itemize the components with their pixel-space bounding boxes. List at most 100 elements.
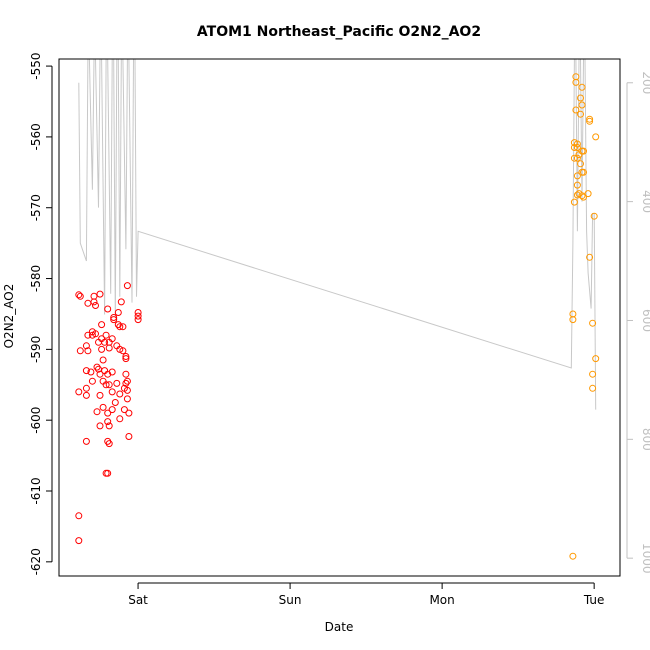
data-point	[84, 347, 92, 355]
data-point	[116, 415, 124, 423]
data-point	[84, 299, 92, 307]
secondary-y-axis: 200 400 600 800 1000	[626, 71, 650, 574]
x-axis-label: Date	[325, 620, 354, 634]
y-axis: -620 -610 -600 -590 -580 -570 -560 -550	[29, 52, 53, 575]
data-point	[76, 347, 84, 355]
data-point	[586, 253, 594, 261]
data-point	[578, 83, 586, 91]
data-point	[82, 342, 90, 350]
data-point	[577, 94, 584, 102]
y2-tick-label: 200	[640, 71, 650, 94]
data-point	[82, 384, 90, 392]
data-point	[108, 406, 116, 414]
data-point	[580, 147, 587, 155]
data-point	[590, 212, 598, 220]
data-point	[104, 469, 112, 477]
data-point	[589, 319, 597, 327]
data-point	[82, 391, 90, 399]
data-point	[76, 292, 84, 300]
y-tick-label: -580	[29, 265, 43, 292]
data-point	[96, 370, 104, 378]
y2-tick-label: 1000	[640, 543, 650, 574]
data-point	[104, 305, 112, 313]
y-axis-label: O2N2_AO2	[2, 284, 16, 349]
data-point	[108, 388, 116, 396]
data-point	[117, 298, 125, 306]
data-point	[92, 302, 99, 309]
data-point	[123, 395, 131, 403]
data-point	[573, 144, 581, 151]
data-point	[105, 440, 113, 448]
x-axis: Sat Sun Mon Tue	[128, 582, 604, 607]
data-point	[105, 381, 113, 389]
y-tick-label: -610	[29, 477, 43, 504]
data-point	[104, 418, 112, 426]
data-point	[98, 345, 106, 353]
data-point	[570, 154, 578, 162]
plot-frame	[58, 58, 621, 577]
data-point	[578, 192, 586, 200]
data-point	[108, 368, 116, 376]
data-point	[110, 314, 118, 321]
data-point	[84, 331, 92, 339]
data-point	[123, 282, 131, 290]
data-point	[96, 391, 104, 399]
data-point	[584, 190, 592, 198]
y2-tick-label: 400	[640, 190, 650, 213]
data-point	[101, 338, 109, 346]
data-point	[589, 370, 597, 378]
data-point	[75, 537, 83, 545]
data-point	[125, 433, 133, 440]
data-point	[573, 154, 581, 162]
data-point	[82, 367, 90, 375]
data-point	[114, 309, 122, 316]
y2-tick-label: 800	[640, 428, 650, 451]
data-point	[569, 552, 577, 560]
data-point	[134, 309, 142, 316]
data-point	[592, 355, 600, 363]
data-point	[119, 323, 127, 331]
data-point	[96, 290, 104, 298]
data-point	[110, 316, 118, 324]
data-point	[577, 160, 584, 168]
data-point	[105, 422, 113, 430]
y-tick-label: -570	[29, 194, 43, 221]
data-point	[116, 323, 124, 331]
data-point	[75, 512, 83, 520]
data-point	[570, 198, 578, 206]
y2-tick-label: 600	[640, 309, 650, 332]
data-point	[102, 381, 110, 389]
y-tick-label: -600	[29, 407, 43, 434]
data-point	[75, 291, 83, 299]
data-point	[116, 390, 124, 398]
data-point	[569, 310, 577, 318]
data-point	[75, 388, 83, 396]
y-tick-label: -550	[29, 52, 43, 79]
data-point	[93, 408, 101, 416]
secondary-line-layer	[78, 58, 597, 410]
data-point	[573, 172, 581, 180]
x-tick-label: Sat	[128, 593, 148, 607]
data-point	[578, 101, 586, 109]
data-point	[102, 331, 110, 339]
data-point	[122, 353, 130, 360]
data-point	[93, 363, 101, 371]
data-point	[134, 316, 142, 324]
data-point	[572, 106, 580, 114]
data-point	[113, 379, 121, 387]
data-point	[122, 370, 130, 378]
data-point	[87, 368, 95, 376]
data-point	[119, 347, 127, 355]
points-layer	[75, 73, 600, 560]
data-point	[96, 422, 104, 430]
data-point	[111, 399, 119, 406]
data-point	[580, 168, 587, 176]
chart-title: ATOM1 Northeast_Pacific O2N2_AO2	[197, 24, 481, 40]
y-tick-label: -560	[29, 123, 43, 150]
data-point	[123, 386, 131, 394]
data-point	[82, 437, 90, 445]
data-point	[99, 356, 107, 364]
data-point	[123, 377, 131, 385]
data-point	[108, 335, 116, 343]
